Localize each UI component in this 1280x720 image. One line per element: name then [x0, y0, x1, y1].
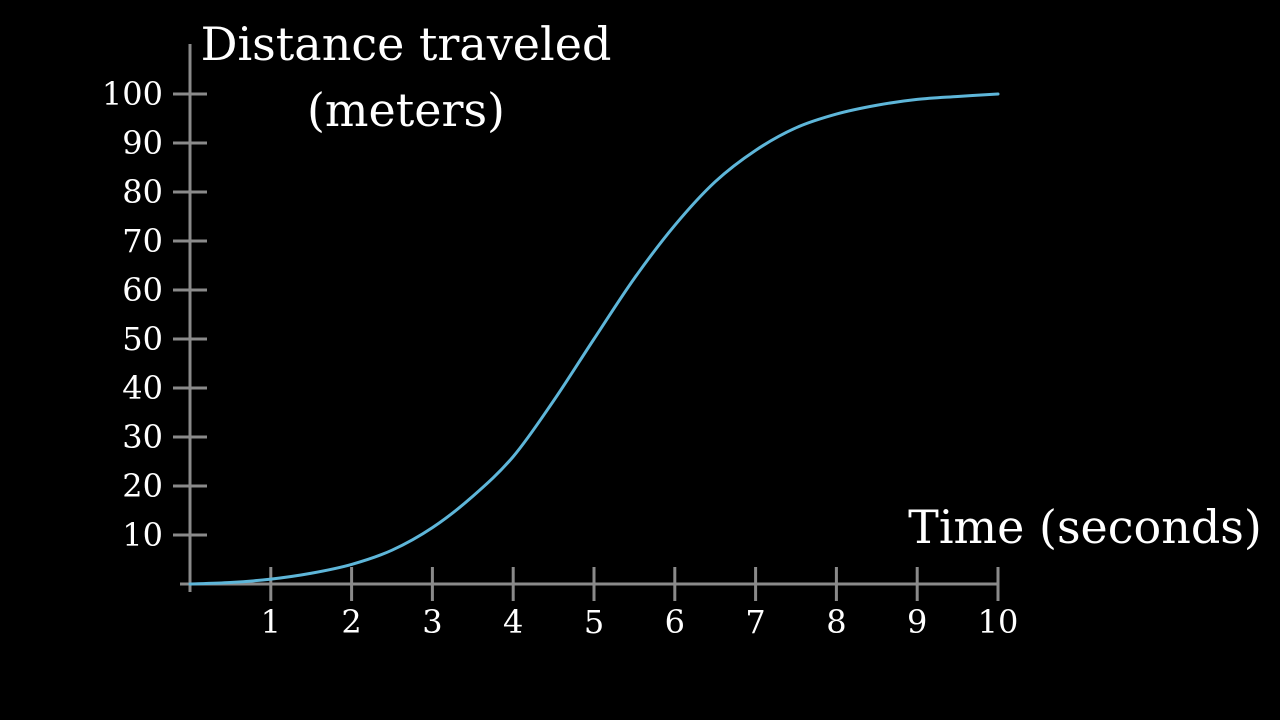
x-tick-label: 10 — [978, 603, 1019, 641]
x-tick-label: 3 — [422, 603, 442, 641]
y-tick-label: 80 — [122, 173, 163, 211]
x-tick-label: 2 — [341, 603, 361, 641]
x-tick-label: 1 — [261, 603, 281, 641]
y-tick-label: 30 — [122, 418, 163, 456]
y-tick-label: 100 — [102, 75, 163, 113]
x-tick-label: 6 — [665, 603, 685, 641]
x-tick-label: 7 — [745, 603, 765, 641]
y-tick-label: 40 — [122, 369, 163, 407]
x-tick-label: 8 — [826, 603, 846, 641]
y-tick-label: 10 — [122, 516, 163, 554]
y-tick-label: 60 — [122, 271, 163, 309]
y-tick-label: 70 — [122, 222, 163, 260]
y-ticks: 10 20 30 40 50 60 70 80 90 100 — [102, 75, 207, 554]
x-tick-label: 5 — [584, 603, 604, 641]
y-axis-title-line-1: Distance traveled — [201, 17, 612, 71]
distance-curve — [188, 92, 1000, 586]
x-tick-label: 4 — [503, 603, 523, 641]
y-axis-title-line-2: (meters) — [307, 83, 505, 137]
axes — [180, 44, 998, 592]
x-tick-label: 9 — [907, 603, 927, 641]
x-ticks: 1 2 3 4 5 6 7 8 9 10 — [261, 567, 1019, 641]
x-axis-title: Time (seconds) — [908, 500, 1262, 554]
y-tick-label: 90 — [122, 124, 163, 162]
y-tick-label: 20 — [122, 467, 163, 505]
y-tick-label: 50 — [122, 320, 163, 358]
